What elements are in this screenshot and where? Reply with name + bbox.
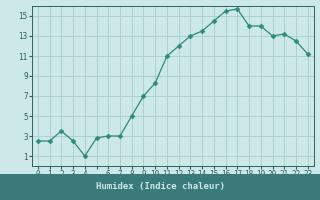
Text: Humidex (Indice chaleur): Humidex (Indice chaleur) bbox=[95, 182, 225, 192]
